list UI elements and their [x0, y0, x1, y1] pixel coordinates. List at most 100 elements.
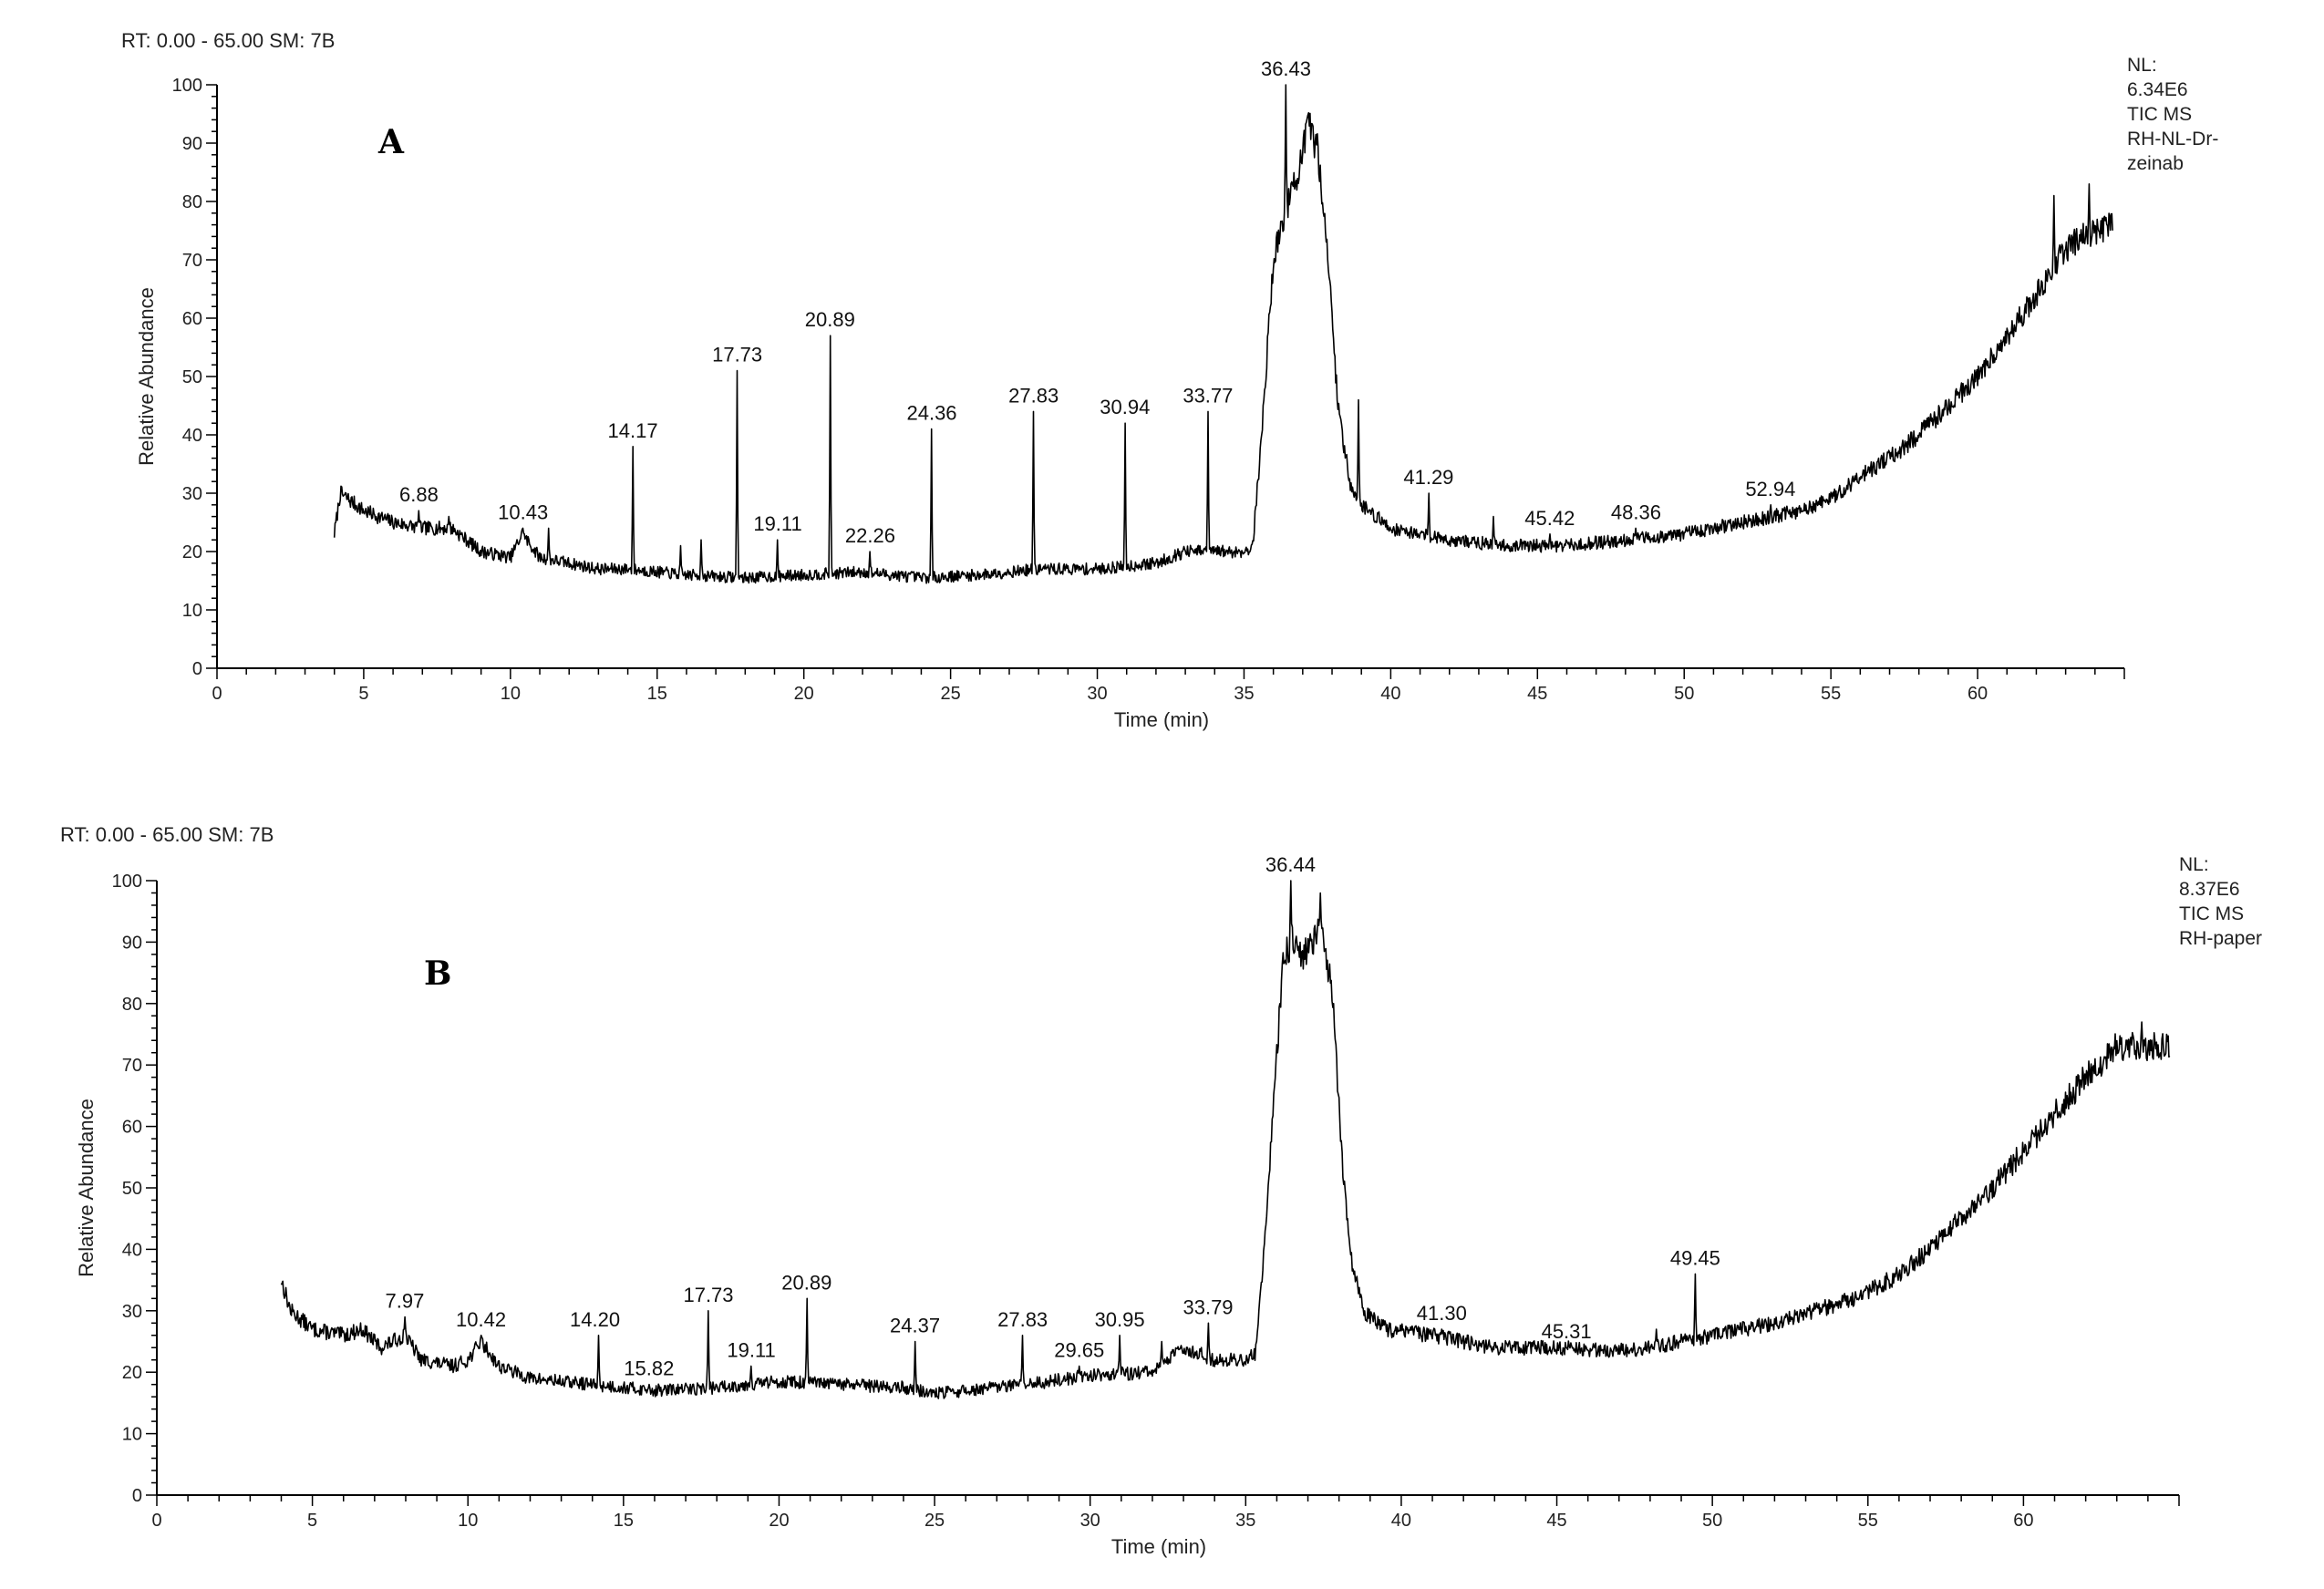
nl-info-line: NL:	[2127, 55, 2157, 76]
x-tick-label: 30	[1087, 684, 1107, 704]
y-tick-label: 30	[182, 484, 202, 504]
nl-info-line: RH-paper	[2179, 928, 2262, 949]
panel-letter: A	[377, 123, 405, 161]
peak-label: 27.83	[1008, 384, 1059, 407]
peak-label: 36.44	[1265, 853, 1316, 876]
x-tick-label: 15	[647, 684, 667, 704]
panel-letter: B	[424, 954, 451, 993]
x-tick-label: 30	[1080, 1511, 1100, 1531]
nl-info-line: TIC MS	[2127, 104, 2192, 125]
y-tick-label: 90	[122, 933, 142, 953]
x-axis-label: Time (min)	[1111, 1535, 1206, 1558]
y-tick-label: 20	[182, 542, 202, 562]
x-tick-label: 25	[940, 684, 960, 704]
x-tick-label: 45	[1546, 1511, 1566, 1531]
peak-label: 45.31	[1542, 1320, 1592, 1343]
x-tick-label: 55	[1858, 1511, 1878, 1531]
peak-label: 30.95	[1095, 1308, 1145, 1331]
x-tick-label: 35	[1235, 1511, 1255, 1531]
x-tick-label: 0	[212, 684, 222, 704]
peak-label: 19.11	[753, 512, 801, 535]
x-tick-label: 5	[307, 1511, 317, 1531]
y-tick-label: 100	[172, 76, 202, 96]
x-tick-label: 50	[1702, 1511, 1722, 1531]
y-tick-label: 40	[182, 426, 202, 446]
peak-label: 45.42	[1524, 507, 1575, 530]
peak-label: 22.26	[845, 524, 895, 547]
x-tick-label: 20	[794, 684, 814, 704]
y-tick-label: 70	[122, 1056, 142, 1076]
peak-label: 20.89	[781, 1271, 831, 1294]
x-tick-label: 35	[1234, 684, 1254, 704]
y-axis-label: Relative Abundance	[75, 1099, 98, 1277]
x-tick-label: 10	[458, 1511, 478, 1531]
y-tick-label: 50	[122, 1179, 142, 1199]
peak-label: 10.42	[456, 1308, 506, 1331]
peak-label: 14.17	[608, 419, 658, 442]
y-tick-label: 0	[132, 1486, 142, 1506]
peak-label: 27.83	[997, 1308, 1048, 1331]
y-tick-label: 60	[122, 1118, 142, 1138]
y-tick-label: 90	[182, 134, 202, 154]
x-tick-label: 5	[358, 684, 368, 704]
peak-label: 33.77	[1183, 384, 1233, 407]
peak-label: 41.30	[1417, 1302, 1467, 1325]
peak-label: 7.97	[386, 1290, 425, 1313]
y-tick-label: 20	[122, 1363, 142, 1383]
x-tick-label: 40	[1380, 684, 1400, 704]
nl-info-line: NL:	[2179, 854, 2209, 875]
y-tick-label: 10	[122, 1425, 142, 1445]
peak-label: 15.82	[624, 1357, 674, 1380]
tic-trace	[280, 880, 2171, 1399]
peak-label: 24.36	[906, 402, 956, 425]
peak-label: 6.88	[399, 483, 439, 506]
peak-label: 20.89	[805, 308, 855, 331]
y-tick-label: 80	[182, 192, 202, 212]
x-tick-label: 55	[1821, 684, 1841, 704]
y-tick-label: 100	[112, 872, 142, 892]
x-tick-label: 20	[769, 1511, 789, 1531]
x-tick-label: 60	[2013, 1511, 2033, 1531]
chart-header: RT: 0.00 - 65.00 SM: 7B	[121, 29, 335, 52]
peak-label: 17.73	[712, 344, 762, 366]
y-tick-label: 10	[182, 601, 202, 621]
nl-info-line: 6.34E6	[2127, 79, 2188, 100]
y-tick-label: 50	[182, 367, 202, 387]
y-tick-label: 70	[182, 251, 202, 271]
peak-label: 52.94	[1745, 478, 1795, 500]
x-tick-label: 25	[924, 1511, 945, 1531]
x-tick-label: 10	[501, 684, 521, 704]
peak-label: 36.43	[1261, 57, 1311, 80]
y-tick-label: 40	[122, 1240, 142, 1260]
peak-label: 29.65	[1054, 1338, 1104, 1361]
peak-label: 30.94	[1100, 396, 1150, 418]
peak-label: 14.20	[570, 1308, 620, 1331]
y-tick-label: 30	[122, 1302, 142, 1322]
chart-header: RT: 0.00 - 65.00 SM: 7B	[60, 823, 274, 846]
nl-info-line: RH-NL-Dr-	[2127, 129, 2218, 150]
y-tick-label: 60	[182, 309, 202, 329]
nl-info-line: TIC MS	[2179, 903, 2244, 924]
nl-info-line: zeinab	[2127, 153, 2184, 174]
peak-label: 17.73	[683, 1284, 733, 1306]
peak-label: 48.36	[1611, 500, 1661, 523]
x-tick-label: 45	[1527, 684, 1547, 704]
x-tick-label: 15	[614, 1511, 634, 1531]
peak-label: 19.11	[727, 1338, 775, 1361]
y-tick-label: 80	[122, 995, 142, 1015]
peak-label: 10.43	[498, 500, 548, 523]
x-tick-label: 50	[1674, 684, 1694, 704]
y-tick-label: 0	[192, 659, 202, 679]
y-axis-label: Relative Abundance	[135, 287, 158, 466]
peak-label: 24.37	[890, 1315, 940, 1337]
x-tick-label: 0	[151, 1511, 161, 1531]
peak-label: 41.29	[1403, 466, 1453, 489]
x-tick-label: 40	[1391, 1511, 1411, 1531]
chromatogram-panel-a: RT: 0.00 - 65.00 SM: 7BA0102030405060708…	[121, 29, 2218, 731]
x-axis-label: Time (min)	[1114, 708, 1209, 731]
peak-label: 49.45	[1670, 1246, 1720, 1269]
peak-label: 33.79	[1183, 1295, 1233, 1318]
x-tick-label: 60	[1968, 684, 1988, 704]
nl-info-line: 8.37E6	[2179, 879, 2240, 900]
